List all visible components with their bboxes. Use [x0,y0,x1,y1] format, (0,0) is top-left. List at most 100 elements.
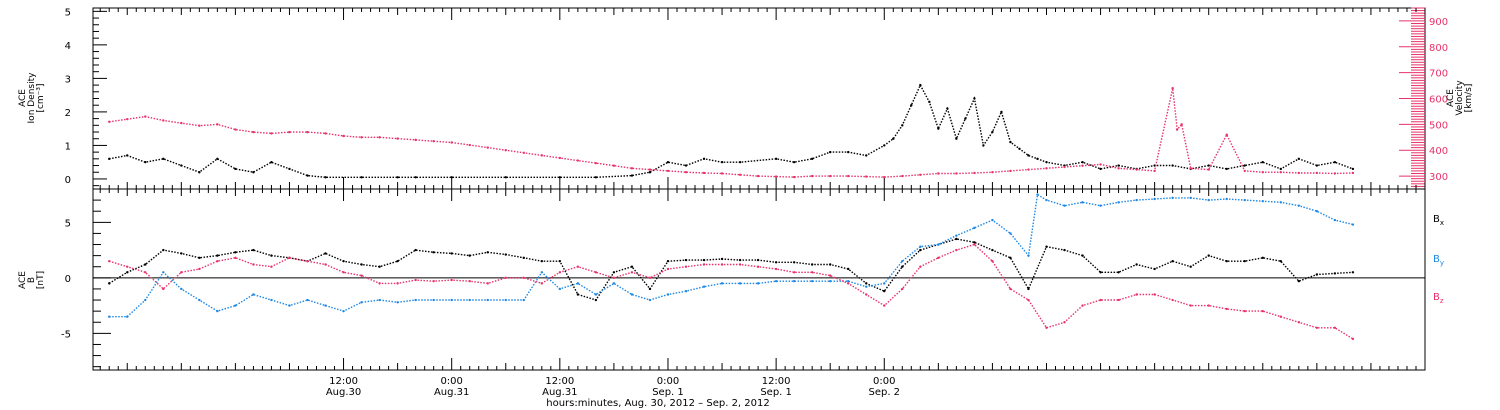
data-point [198,171,201,174]
data-point [198,256,201,260]
data-point [1117,164,1120,167]
velocity-tick-label: 400 [1429,146,1448,157]
series-line-Bx [108,238,1353,301]
data-point [1351,271,1355,274]
data-point [666,293,670,296]
data-point [810,271,814,274]
data-point [648,171,652,174]
data-point [1261,200,1264,203]
data-point [468,254,471,257]
x-tick-time-label: 0:00 [657,376,679,387]
data-point [504,149,507,152]
data-point [522,298,525,302]
data-point [666,259,670,263]
data-point [288,167,291,171]
data-point [270,254,273,257]
data-point [180,252,183,255]
data-point [702,263,706,266]
data-point [1261,160,1264,164]
data-point [937,256,940,260]
data-point [774,267,778,271]
data-point [324,176,327,179]
data-point [1045,167,1048,170]
field-tick-label: 5 [65,218,71,229]
density-title-line-3: [cm⁻³] [36,83,46,112]
data-point [1153,293,1156,296]
data-point [288,256,291,260]
data-point [1180,123,1183,126]
data-point [865,285,868,288]
data-point [144,271,147,274]
data-point [180,287,183,291]
x-tick-date-label: Sep. 2 [868,387,900,398]
data-point [540,259,544,263]
velocity-tick-label: 300 [1429,172,1448,183]
top-data-series [108,83,1355,179]
data-point [1225,197,1228,201]
data-point [865,154,868,157]
data-point [612,276,616,280]
velocity-title-line-1: ACE [1446,89,1456,107]
series-line-By [109,193,1354,318]
data-point [991,248,994,252]
data-point [847,150,850,154]
data-point [648,298,652,302]
data-point [1117,201,1120,204]
data-point [288,304,291,307]
velocity-tick-label: 700 [1429,69,1448,80]
data-point [1009,256,1012,260]
data-point [1297,321,1301,324]
data-point [810,279,814,283]
data-point [198,124,201,127]
data-point [991,170,994,174]
x-axis-title: hours:minutes, Aug. 30, 2012 – Sep. 2, 2… [546,398,769,409]
data-point [901,287,904,291]
data-point [937,127,940,130]
data-point [1036,157,1039,161]
data-point [1279,201,1283,204]
data-point [1315,326,1319,330]
data-point [1333,326,1337,330]
series-line-left [109,83,1354,179]
data-point [360,136,363,139]
data-point [720,172,724,175]
data-point [342,271,345,274]
data-point [612,271,616,274]
data-point [540,282,544,285]
x-tick-time-label: 12:00 [545,376,574,387]
magnetic-field-panel: -5 0 5 ACE B [nT] Bx By Bz [18,188,1444,371]
data-point [216,123,219,126]
data-point [558,259,562,263]
data-point [108,120,111,123]
data-point [1207,164,1210,167]
data-point [216,259,219,263]
data-point [666,267,670,271]
data-point [847,267,850,271]
data-point [1189,265,1192,268]
data-point [162,271,165,274]
data-point [504,253,507,256]
density-tick-label: 5 [65,7,71,18]
density-axis-title: ACE Ion Density [cm⁻³] [18,72,46,124]
data-point [1243,309,1246,313]
data-point [1333,172,1337,175]
legend-label-Bz: Bz [1433,292,1444,305]
x-tick-time-label: 0:00 [873,376,895,387]
data-point [1225,133,1228,136]
data-point [594,161,598,165]
data-point [1081,254,1084,257]
data-point [756,174,760,178]
data-point [1027,168,1030,171]
density-axis-ticks: 0 1 2 3 4 5 [65,7,107,187]
data-point [973,243,976,246]
data-point [378,282,381,285]
data-point [1018,147,1021,150]
data-point [234,304,237,307]
data-point [774,279,778,283]
field-component-legend: Bx By Bz [1433,214,1444,305]
velocity-title-line-2: Velocity [1455,80,1465,116]
data-point [919,265,922,268]
data-point [414,298,417,302]
data-point [1000,110,1003,114]
data-point [1027,287,1030,291]
